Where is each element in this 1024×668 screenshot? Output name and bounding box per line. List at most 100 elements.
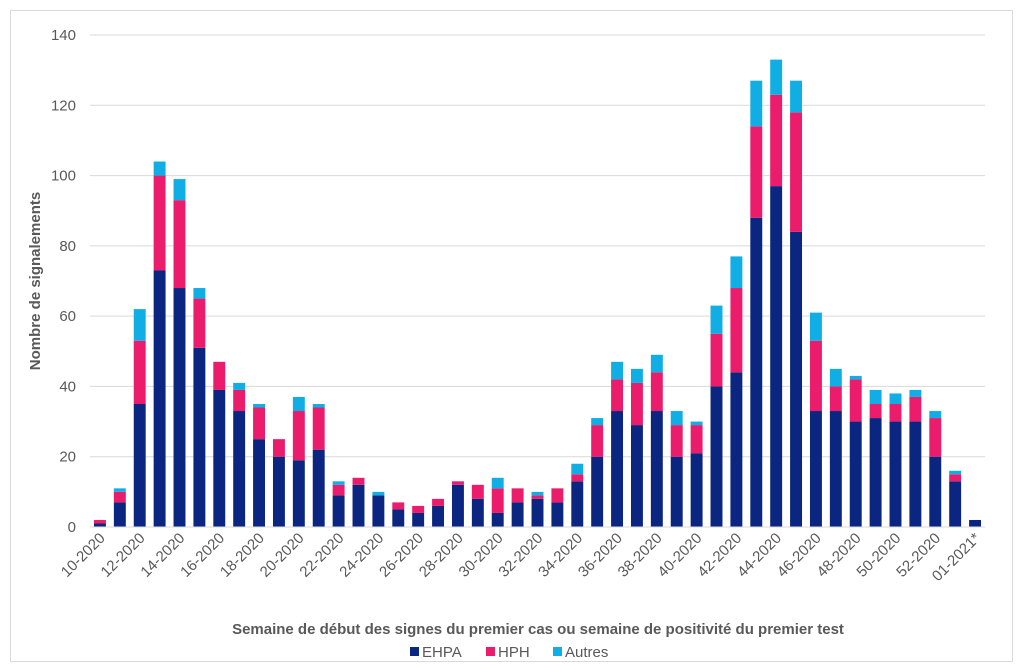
bar-autres-43-2020 xyxy=(750,80,763,127)
bar-hph-25-2020 xyxy=(392,502,405,510)
legend-swatch-ehpa xyxy=(410,647,419,656)
bar-hph-41-2020 xyxy=(710,333,723,387)
bar-autres-44-2020 xyxy=(770,59,783,95)
legend-swatch-autres xyxy=(553,647,562,656)
bar-ehpa-20-2020 xyxy=(292,460,305,527)
bar-hph-42-2020 xyxy=(730,288,743,373)
bar-hph-19-2020 xyxy=(272,439,285,457)
x-axis-label: Semaine de début des signes du premier c… xyxy=(232,621,844,638)
bar-hph-38-2020 xyxy=(650,372,663,412)
bar-hph-20-2020 xyxy=(292,411,305,461)
bar-hph-14-2020 xyxy=(173,200,186,289)
bar-hph-29-2020 xyxy=(471,484,484,499)
bar-hph-39-2020 xyxy=(670,425,683,457)
bar-ehpa-15-2020 xyxy=(193,347,206,527)
y-tick-label: 40 xyxy=(59,378,76,395)
bar-hph-46-2020 xyxy=(809,340,822,412)
y-axis-ticks: 0 20 40 60 80 100 120 140 xyxy=(51,27,76,536)
legend-label-autres: Autres xyxy=(565,644,608,661)
bar-autres-41-2020 xyxy=(710,305,723,334)
bar-hph-52-2020 xyxy=(929,418,942,457)
bar-autres-36-2020 xyxy=(611,361,624,380)
bar-autres-13-2020 xyxy=(153,161,166,176)
bar-autres-22-2020 xyxy=(332,481,345,485)
bar-ehpa-46-2020 xyxy=(809,411,822,527)
legend-label-hph: HPH xyxy=(498,644,530,661)
bar-hph-50-2020 xyxy=(889,404,902,422)
bar-ehpa-33-2020 xyxy=(551,502,564,527)
bar-autres-32-2020 xyxy=(531,491,544,496)
bar-autres-51-2020 xyxy=(909,389,922,397)
bar-ehpa-18-2020 xyxy=(253,439,266,527)
bar-ehpa-16-2020 xyxy=(213,389,226,527)
bar-ehpa-32-2020 xyxy=(531,498,544,527)
bar-hph-28-2020 xyxy=(451,481,464,485)
bar-autres-46-2020 xyxy=(809,312,822,341)
bar-autres-24-2020 xyxy=(372,491,385,496)
bar-ehpa-12-2020 xyxy=(133,404,146,527)
bar-autres-37-2020 xyxy=(630,368,643,383)
bar-autres-17-2020 xyxy=(233,382,246,390)
y-tick-label: 80 xyxy=(59,238,76,255)
bar-autres-12-2020 xyxy=(133,309,146,341)
bar-ehpa-30-2020 xyxy=(491,512,504,527)
bar-autres-20-2020 xyxy=(292,396,305,412)
legend-swatch-hph xyxy=(486,647,495,656)
bar-autres-47-2020 xyxy=(829,368,842,387)
bar-hph-49-2020 xyxy=(869,404,882,419)
bar-ehpa-50-2020 xyxy=(889,421,902,527)
bar-hph-26-2020 xyxy=(412,505,425,513)
bar-autres-48-2020 xyxy=(849,375,862,380)
bar-autres-35-2020 xyxy=(591,418,604,426)
bar-ehpa-23-2020 xyxy=(352,484,365,527)
bar-hph-21-2020 xyxy=(312,407,325,450)
bar-autres-45-2020 xyxy=(790,80,803,113)
bar-ehpa-26-2020 xyxy=(412,512,425,527)
bar-autres-49-2020 xyxy=(869,389,882,404)
y-tick-label: 0 xyxy=(68,519,76,536)
bar-ehpa-25-2020 xyxy=(392,509,405,527)
y-tick-label: 20 xyxy=(59,449,76,466)
bar-ehpa-10-2020 xyxy=(93,523,106,527)
bar-hph-53-2020 xyxy=(949,474,962,482)
y-tick-label: 120 xyxy=(51,97,76,114)
y-tick-label: 60 xyxy=(59,308,76,325)
bar-hph-12-2020 xyxy=(133,340,146,404)
bar-hph-27-2020 xyxy=(432,498,445,506)
bar-ehpa-21-2020 xyxy=(312,449,325,527)
bar-hph-22-2020 xyxy=(332,484,345,496)
bar-hph-40-2020 xyxy=(690,425,703,454)
y-tick-label: 140 xyxy=(51,27,76,44)
bar-hph-18-2020 xyxy=(253,407,266,440)
bar-hph-45-2020 xyxy=(790,112,803,232)
bar-ehpa-38-2020 xyxy=(650,411,663,527)
bar-hph-43-2020 xyxy=(750,126,763,218)
bar-ehpa-29-2020 xyxy=(471,498,484,527)
bar-autres-34-2020 xyxy=(571,463,584,475)
bar-ehpa-13-2020 xyxy=(153,270,166,527)
bar-autres-15-2020 xyxy=(193,288,206,299)
bar-hph-16-2020 xyxy=(213,361,226,390)
bar-ehpa-49-2020 xyxy=(869,418,882,527)
bar-autres-42-2020 xyxy=(730,256,743,289)
bar-hph-11-2020 xyxy=(113,491,126,503)
bar-hph-31-2020 xyxy=(511,488,524,503)
bar-hph-34-2020 xyxy=(571,474,584,482)
bar-ehpa-53-2020 xyxy=(949,481,962,527)
bar-ehpa-28-2020 xyxy=(451,484,464,527)
bar-ehpa-17-2020 xyxy=(233,411,246,527)
bar-ehpa-43-2020 xyxy=(750,217,763,527)
bar-hph-51-2020 xyxy=(909,396,922,422)
bar-ehpa-14-2020 xyxy=(173,288,186,527)
bar-hph-47-2020 xyxy=(829,386,842,412)
bar-autres-14-2020 xyxy=(173,179,186,201)
bar-ehpa-37-2020 xyxy=(630,425,643,527)
bar-autres-11-2020 xyxy=(113,488,126,492)
bars xyxy=(93,59,982,528)
bar-hph-10-2020 xyxy=(93,519,106,524)
bar-autres-21-2020 xyxy=(312,404,325,408)
x-axis-ticks: 10-202012-202014-202016-202018-202020-20… xyxy=(58,530,984,585)
bar-autres-39-2020 xyxy=(670,411,683,426)
bar-ehpa-24-2020 xyxy=(372,495,385,527)
bar-ehpa-11-2020 xyxy=(113,502,126,527)
